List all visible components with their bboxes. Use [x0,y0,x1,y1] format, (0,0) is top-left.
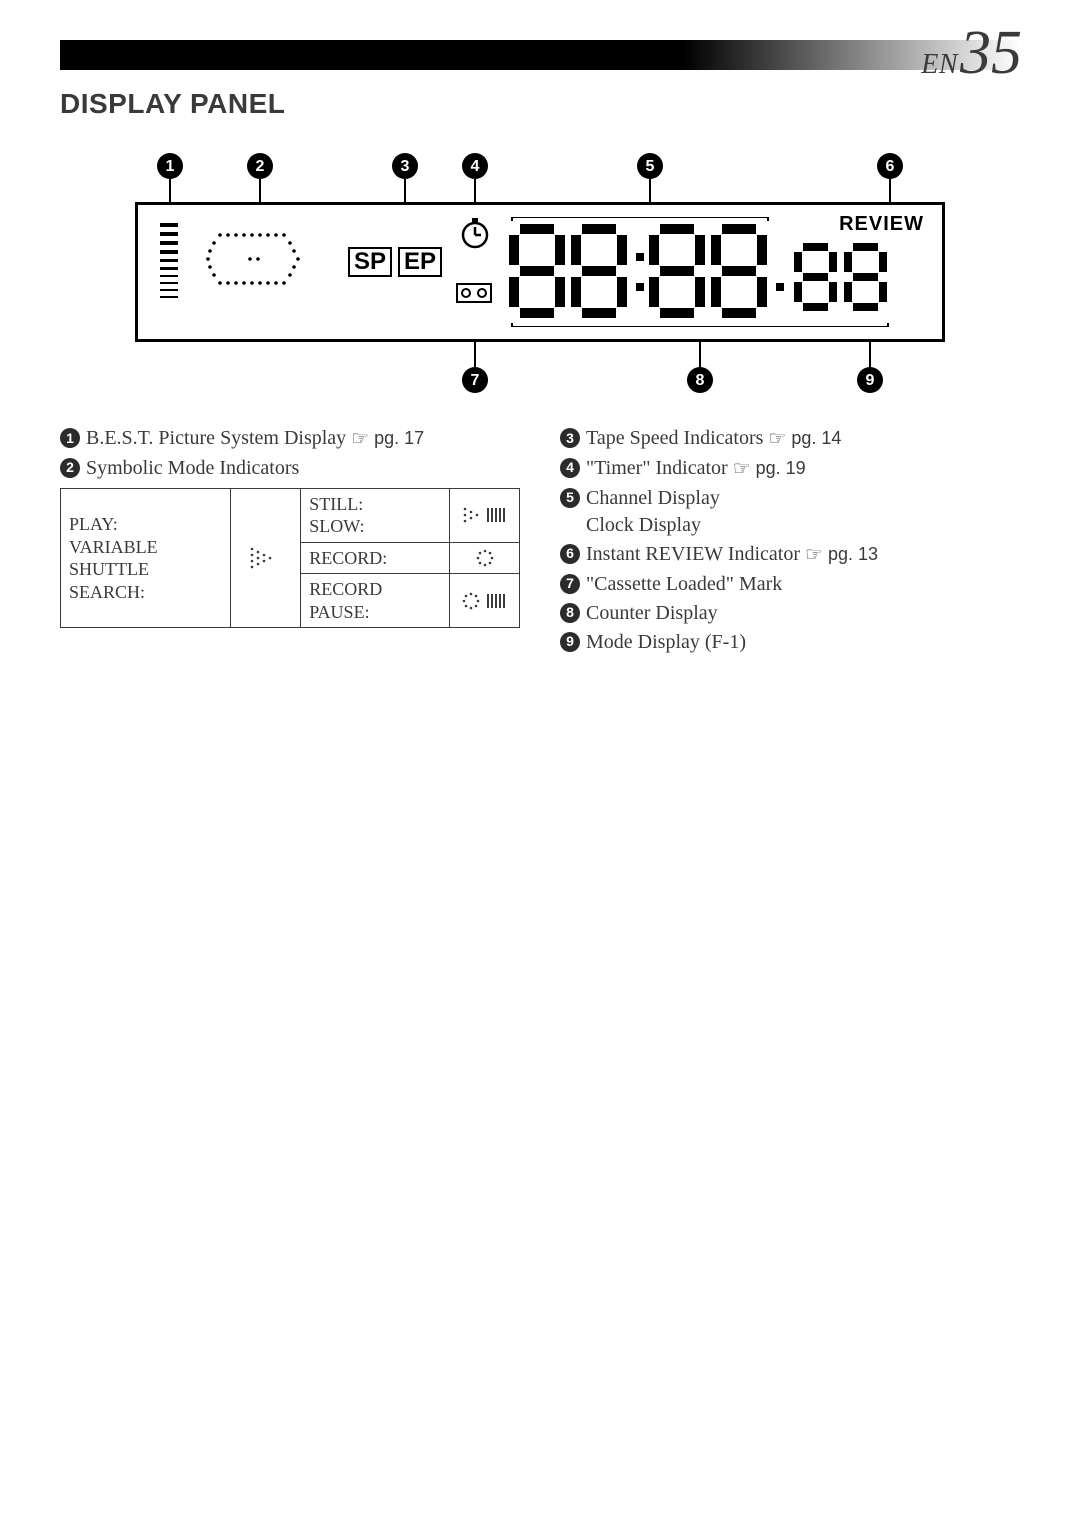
bullet-2: 2 [60,458,80,478]
symbolic-mode-dots-icon [190,227,340,289]
svg-text:7: 7 [471,372,480,389]
legend-text: Tape Speed Indicators [586,427,763,449]
legend-item: 9 Mode Display (F-1) [560,629,1020,656]
legend-text: "Timer" Indicator [586,457,728,479]
bullet-5: 5 [560,488,580,508]
legend-item: 5 Channel Display Clock Display [560,485,1020,539]
bullet-1: 1 [60,428,80,448]
callouts-top: 1 2 3 4 5 6 [130,152,950,202]
display-panel-diagram: 1 2 3 4 5 6 [130,152,950,397]
bullet-8: 8 [560,603,580,623]
svg-text:1: 1 [166,158,175,175]
legend-text: Symbolic Mode Indicators [86,455,299,482]
ep-label: EP [398,247,442,277]
sp-label: SP [348,247,392,277]
header-bar: EN 35 [60,40,1020,70]
legend-item: 1 B.E.S.T. Picture System Display ☞ pg. … [60,425,520,453]
best-bars-icon [160,223,178,303]
page-ref: pg. 14 [791,428,841,448]
table-cell: RECORD PAUSE: [301,574,450,628]
mode-indicator-table: PLAY: VARIABLE SHUTTLE SEARCH: STILL: SL… [60,488,520,629]
svg-text:6: 6 [886,158,895,175]
display-panel-lcd: SP EP [135,202,945,342]
page-ref: pg. 19 [756,458,806,478]
table-cell: RECORD: [301,542,450,574]
bullet-3: 3 [560,428,580,448]
svg-text:3: 3 [401,158,410,175]
tape-speed-indicators: SP EP [348,247,442,277]
legend: 1 B.E.S.T. Picture System Display ☞ pg. … [60,425,1020,658]
legend-text: B.E.S.T. Picture System Display [86,427,346,449]
page-ref: pg. 13 [828,544,878,564]
legend-item: 3 Tape Speed Indicators ☞ pg. 14 [560,425,1020,453]
legend-text: "Cassette Loaded" Mark [586,571,782,598]
record-pause-symbol-icon [450,574,520,628]
legend-item: 7 "Cassette Loaded" Mark [560,571,1020,598]
still-symbol-icon [450,488,520,542]
section-title: DISPLAY PANEL [60,88,1020,120]
legend-text: Counter Display [586,600,718,627]
legend-text: Instant REVIEW Indicator [586,543,800,565]
page-num-value: 35 [960,22,1022,84]
record-symbol-icon [450,542,520,574]
legend-text: Channel Display Clock Display [586,485,720,539]
svg-text:2: 2 [256,158,265,175]
bullet-9: 9 [560,632,580,652]
timer-clock-icon [458,215,492,254]
legend-item: 2 Symbolic Mode Indicators [60,455,520,482]
svg-text:8: 8 [696,372,705,389]
hand-pointer-icon: ☞ [805,542,823,569]
page-ref: pg. 17 [374,428,424,448]
legend-item: 6 Instant REVIEW Indicator ☞ pg. 13 [560,541,1020,569]
legend-right-col: 3 Tape Speed Indicators ☞ pg. 14 4 "Time… [560,425,1020,658]
hand-pointer-icon: ☞ [768,426,786,453]
table-cell: STILL: SLOW: [301,488,450,542]
lang-code: EN [921,49,958,81]
table-cell: PLAY: VARIABLE SHUTTLE SEARCH: [61,488,231,628]
callouts-bottom: 7 8 9 [130,342,950,397]
bullet-4: 4 [560,458,580,478]
bullet-7: 7 [560,574,580,594]
page-number: EN 35 [921,22,1022,84]
svg-text:5: 5 [646,158,655,175]
legend-item: 8 Counter Display [560,600,1020,627]
play-symbol-icon [231,488,301,628]
svg-text:4: 4 [471,158,480,175]
review-label: REVIEW [839,213,924,236]
svg-text:9: 9 [866,372,875,389]
legend-item: 4 "Timer" Indicator ☞ pg. 19 [560,455,1020,483]
hand-pointer-icon: ☞ [733,456,751,483]
hand-pointer-icon: ☞ [351,426,369,453]
legend-left-col: 1 B.E.S.T. Picture System Display ☞ pg. … [60,425,520,628]
cassette-loaded-icon [456,283,492,303]
legend-text: Mode Display (F-1) [586,629,746,656]
bullet-6: 6 [560,544,580,564]
